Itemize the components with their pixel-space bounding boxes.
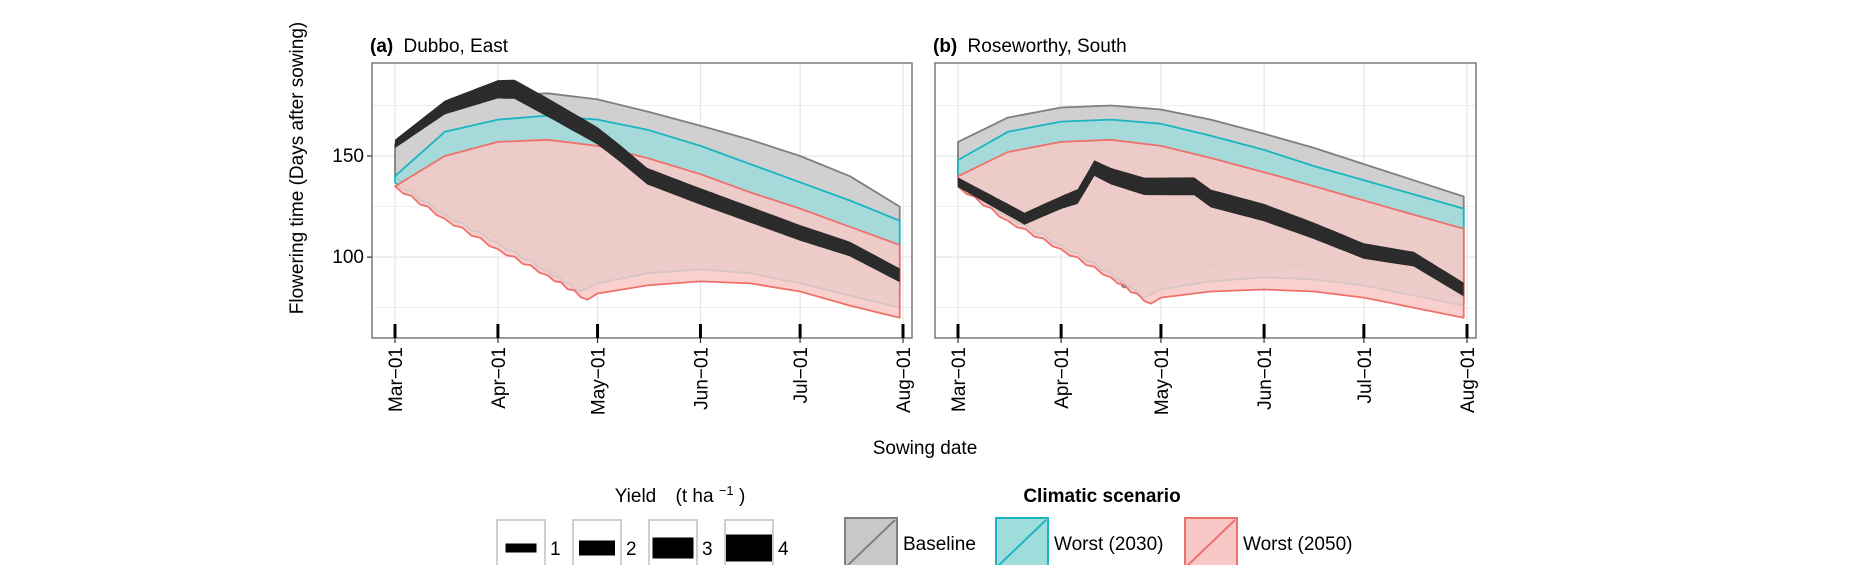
legend-yield-item: 4 xyxy=(724,519,789,565)
legend-scenario-item-worst-2030: Worst (2030) xyxy=(995,517,1163,565)
x-axis-title: Sowing date xyxy=(873,438,978,459)
legend-yield-swatch xyxy=(579,540,615,556)
legend-scenario-title: Climatic scenario xyxy=(1023,486,1180,507)
y-axis-title: Flowering time (Days after sowing) xyxy=(287,22,308,314)
legend-yield-unit-sup: −1 xyxy=(719,483,734,498)
panel-b-border xyxy=(934,62,1477,339)
panel-b-letter: (b) xyxy=(933,36,957,57)
legend-scenario-label: Worst (2030) xyxy=(1054,534,1163,555)
legend-yield-unit-close: ) xyxy=(739,486,745,507)
panel-a-border xyxy=(371,62,913,339)
x-tick-label: Jun−01 xyxy=(1255,347,1276,410)
x-tick-label: Aug−01 xyxy=(894,347,915,413)
legend-scenario-item-baseline: Baseline xyxy=(844,517,976,565)
legend-yield-label: 1 xyxy=(550,539,561,560)
legend-scenario-label: Worst (2050) xyxy=(1243,534,1352,555)
legend-scenario-label: Baseline xyxy=(903,534,976,555)
legend-yield-item: 3 xyxy=(648,519,713,565)
x-tick-label: Jul−01 xyxy=(1355,347,1376,404)
y-tick-label: 100 xyxy=(332,247,364,268)
legend-yield-swatch xyxy=(726,534,772,562)
panel-b: (b) Roseworthy, South Mar−01 Apr−01 May−01… xyxy=(933,36,1479,415)
legend-yield-title-text: Yield xyxy=(615,486,657,507)
yield-band xyxy=(395,79,900,283)
panel-a-title: (a) Dubbo, East xyxy=(370,36,509,57)
legend-yield-label: 4 xyxy=(778,539,789,560)
ribbon-outline-worst-2050 xyxy=(957,138,1465,319)
x-tick-label: Mar−01 xyxy=(386,347,407,412)
x-tick-label: May−01 xyxy=(589,347,610,415)
panel-b-name: Roseworthy, South xyxy=(968,36,1127,57)
legend-yield-swatch xyxy=(652,537,694,559)
legend-scenario-diagonal xyxy=(997,519,1047,565)
legend-yield-swatch xyxy=(505,543,537,553)
panel-a: (a) Dubbo, East Mar−01 Apr−01 May−01 Jun−01… xyxy=(332,36,915,415)
legend-yield-title: Yield (t ha −1 ) xyxy=(615,479,746,507)
panel-a-letter: (a) xyxy=(370,36,393,57)
legend-yield-label: 3 xyxy=(702,539,713,560)
ribbon-outline-worst-2050 xyxy=(394,138,901,319)
legend-yield-item: 2 xyxy=(572,519,637,565)
legend-scenario-diagonal xyxy=(846,519,896,565)
y-tick-label: 150 xyxy=(332,146,364,167)
panel-a-name: Dubbo, East xyxy=(404,36,509,57)
legend-yield-item: 1 xyxy=(496,519,561,565)
legend-scenario-diagonal xyxy=(1186,519,1236,565)
x-tick-label: Jun−01 xyxy=(691,347,712,410)
x-tick-label: Jul−01 xyxy=(791,347,812,404)
legend-yield-label: 2 xyxy=(626,539,637,560)
legend-yield-key xyxy=(496,519,546,565)
x-tick-label: Aug−01 xyxy=(1458,347,1479,413)
legend-yield: Yield (t ha −1 ) 1 2 3 4 xyxy=(496,479,789,565)
x-tick-label: Mar−01 xyxy=(949,347,970,412)
x-tick-label: Apr−01 xyxy=(489,347,510,409)
ribbon-worst-2050 xyxy=(395,139,900,318)
x-tick-label: Apr−01 xyxy=(1052,347,1073,409)
legend-scenario: Climatic scenario Baseline Worst (2030) Wo… xyxy=(844,486,1352,565)
x-tick-label: May−01 xyxy=(1152,347,1173,415)
legend-scenario-item-worst-2050: Worst (2050) xyxy=(1184,517,1352,565)
panel-b-title: (b) Roseworthy, South xyxy=(933,36,1127,57)
legend-yield-unit: (t ha xyxy=(676,486,714,507)
